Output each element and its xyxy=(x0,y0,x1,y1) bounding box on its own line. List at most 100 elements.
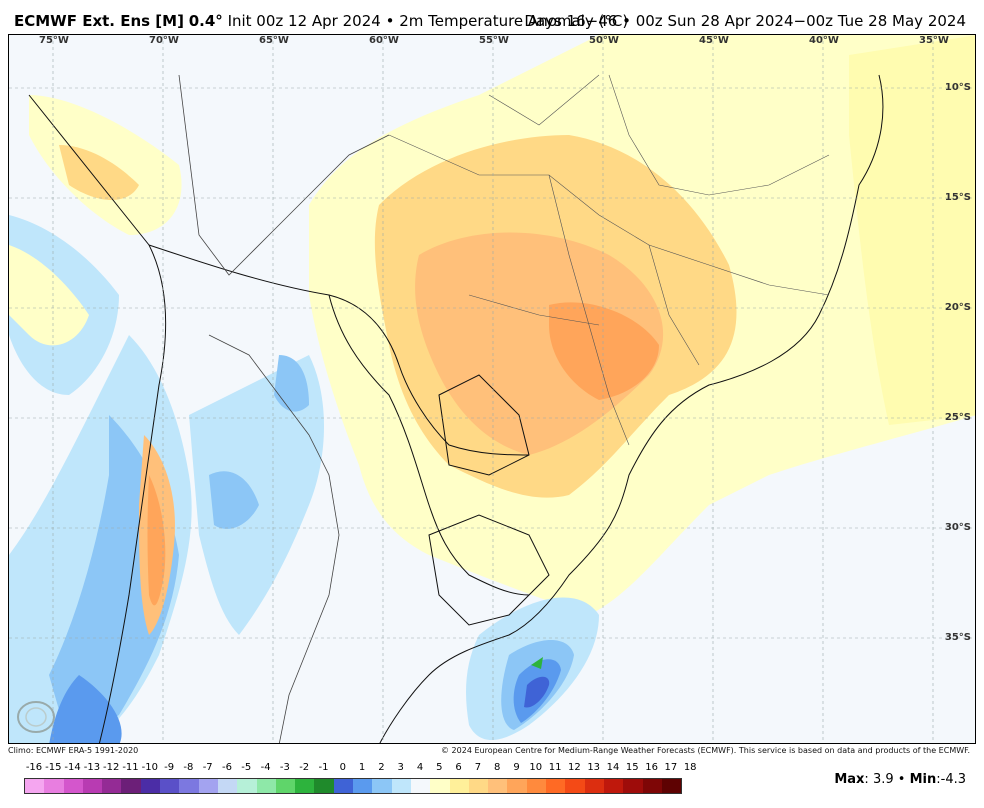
colorbar-tick-label: 6 xyxy=(455,762,462,773)
colorbar-tick-label: 16 xyxy=(645,762,658,773)
colorbar-legend: -16 -15 -14 -13 -12 -11 -10 -9 -8 -7 -6 -5 -4 -3 -2 -1 0… xyxy=(22,762,702,794)
colorbar-swatch xyxy=(488,779,508,793)
colorbar-tick-label: -12 xyxy=(103,762,120,773)
colorbar-swatch xyxy=(353,779,373,793)
colorbar-tick-label: 4 xyxy=(416,762,424,773)
colorbar-swatch xyxy=(217,779,238,793)
model-resolution: 0.4° xyxy=(188,12,223,30)
colorbar-tick-label: 1 xyxy=(358,762,366,773)
colorbar-tick-label: -1 xyxy=(318,762,329,773)
colorbar-tick-label: 15 xyxy=(625,762,639,773)
lat-label: 15°S xyxy=(944,192,971,203)
colorbar-swatch xyxy=(372,779,392,793)
lon-label: 40°W xyxy=(809,35,839,46)
colorbar-swatch xyxy=(237,779,257,793)
lon-label: 60°W xyxy=(369,35,399,46)
init-time: Init 00z 12 Apr 2024 xyxy=(227,12,381,30)
colorbar-tick-label: 7 xyxy=(474,762,482,773)
lon-label: 70°W xyxy=(149,35,179,46)
max-min-stats: Max: 3.9 • Min:-4.3 xyxy=(834,772,966,787)
colorbar-tick-label: 8 xyxy=(494,762,501,773)
colorbar-swatch xyxy=(642,779,662,793)
colorbar-tick-label: 10 xyxy=(529,762,543,773)
lon-label: 45°W xyxy=(699,35,729,46)
colorbar-tick-label: -5 xyxy=(241,762,252,773)
lat-label: 25°S xyxy=(944,412,971,423)
colorbar-tick-label: -3 xyxy=(279,762,290,773)
colorbar-tick-label: 17 xyxy=(664,762,678,773)
colorbar-swatch xyxy=(661,779,682,793)
colorbar-swatch xyxy=(410,779,431,793)
weatherbell-logo xyxy=(14,700,94,734)
lon-label: 75°W xyxy=(39,35,69,46)
colorbar-swatch xyxy=(391,779,411,793)
colorbar-swatch xyxy=(256,779,276,793)
colorbar-swatch xyxy=(333,779,354,793)
colorbar-swatch xyxy=(25,779,45,793)
map-title: ECMWF Ext. Ens [M] 0.4° Init 00z 12 Apr … xyxy=(14,12,629,30)
colorbar-swatch xyxy=(160,779,180,793)
colorbar-tick-label: -15 xyxy=(45,762,62,773)
colorbar-tick-label: 18 xyxy=(683,762,697,773)
lat-label: 30°S xyxy=(944,522,971,533)
colorbar-swatch xyxy=(295,779,315,793)
colorbar-swatch xyxy=(314,779,334,793)
lat-label: 35°S xyxy=(944,632,971,643)
colorbar-labels: -16 -15 -14 -13 -12 -11 -10 -9 -8 -7 -6 -5 -4 -3 -2 -1 0… xyxy=(22,762,702,776)
colorbar-swatch xyxy=(623,779,643,793)
colorbar-swatch xyxy=(63,779,83,793)
max-value: 3.9 xyxy=(872,772,894,787)
colorbar-swatch xyxy=(449,779,469,793)
map-header: ECMWF Ext. Ens [M] 0.4° Init 00z 12 Apr … xyxy=(0,0,984,34)
colorbar-swatch xyxy=(179,779,199,793)
climo-note: Climo: ECMWF ERA-5 1991-2020 xyxy=(8,746,139,755)
colorbar-swatch xyxy=(507,779,527,793)
colorbar-tick-label: -2 xyxy=(299,762,310,773)
colorbar-tick-label: -10 xyxy=(141,762,158,773)
colorbar-swatch xyxy=(82,779,103,793)
colorbar-tick-label: 0 xyxy=(339,762,346,773)
colorbar-swatch xyxy=(546,779,566,793)
colorbar-tick-label: -14 xyxy=(64,762,81,773)
map-canvas xyxy=(9,35,975,743)
colorbar-tick-label: 13 xyxy=(587,762,601,773)
lon-label: 55°W xyxy=(479,35,509,46)
variable-name: 2m Temperature Anomaly (°C) xyxy=(399,12,629,30)
colorbar-tick-label: -13 xyxy=(83,762,101,773)
colorbar-tick-label: -6 xyxy=(222,762,232,773)
colorbar-tick-label: 11 xyxy=(548,762,562,773)
colorbar-swatch xyxy=(526,779,547,793)
colorbar-tick-label: -16 xyxy=(25,762,43,773)
colorbar-tick-label: -7 xyxy=(202,762,213,773)
colorbar-tick-label: -8 xyxy=(183,762,194,773)
colorbar-tick-label: 3 xyxy=(397,762,404,773)
colorbar-tick-label: 12 xyxy=(568,762,581,773)
colorbar-tick-label: -9 xyxy=(164,762,175,773)
valid-period: Days 16−46 • 00z Sun 28 Apr 2024−00z Tue… xyxy=(524,12,966,30)
lon-label: 35°W xyxy=(919,35,949,46)
anomaly-map: 75°W 70°W 65°W 60°W 55°W 50°W 45°W 40°W … xyxy=(8,34,976,744)
lon-label: 65°W xyxy=(259,35,289,46)
colorbar-swatch xyxy=(140,779,161,793)
colorbar-swatch xyxy=(44,779,64,793)
lon-label: 50°W xyxy=(589,35,619,46)
colorbar-tick-label: 9 xyxy=(513,762,520,773)
colorbar-tick-label: 5 xyxy=(436,762,443,773)
copyright-note: © 2024 European Centre for Medium-Range … xyxy=(441,746,970,755)
colorbar-swatch xyxy=(603,779,624,793)
colorbar-swatches xyxy=(24,778,683,794)
colorbar-swatch xyxy=(275,779,296,793)
colorbar-tick-label: -11 xyxy=(122,762,139,773)
model-name: ECMWF Ext. Ens [M] xyxy=(14,12,184,30)
colorbar-swatch xyxy=(565,779,585,793)
colorbar-swatch xyxy=(430,779,450,793)
lat-label: 10°S xyxy=(944,82,971,93)
colorbar-swatch xyxy=(198,779,218,793)
colorbar-tick-label: 14 xyxy=(606,762,620,773)
colorbar-swatch xyxy=(121,779,141,793)
min-value: -4.3 xyxy=(940,772,966,787)
colorbar-swatch xyxy=(102,779,122,793)
colorbar-tick-label: -4 xyxy=(260,762,271,773)
colorbar-tick-label: 2 xyxy=(378,762,385,773)
colorbar-swatch xyxy=(584,779,604,793)
